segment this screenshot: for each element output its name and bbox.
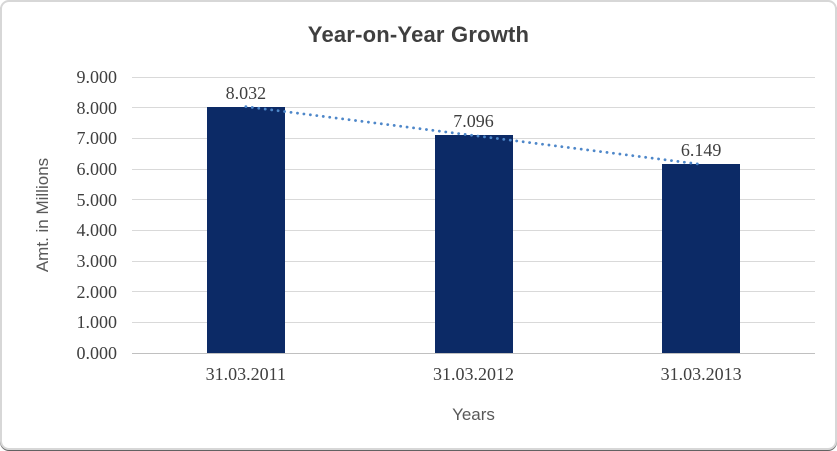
gridline <box>132 76 815 78</box>
x-axis-title: Years <box>452 405 495 424</box>
y-tick-label: 2.000 <box>76 281 118 302</box>
bar <box>206 106 285 353</box>
x-tick-label: 31.03.2011 <box>205 364 286 384</box>
x-tick-label: 31.03.2013 <box>660 364 742 384</box>
y-tick-label: 5.000 <box>76 189 118 210</box>
y-tick-label: 7.000 <box>76 128 118 149</box>
y-tick-label: 3.000 <box>76 251 118 271</box>
bar-value-label: 8.032 <box>225 82 267 103</box>
bar-value-label: 6.149 <box>680 140 722 161</box>
bar <box>434 135 513 353</box>
y-tick-label: 9.000 <box>76 67 118 87</box>
chart-title: Year-on-Year Growth <box>307 22 530 47</box>
y-tick-label: 1.000 <box>76 312 118 333</box>
plot-area: 8.032 7.096 6.149 <box>132 76 815 354</box>
y-tick-label: 4.000 <box>76 220 118 241</box>
bar-value-label: 7.096 <box>453 111 494 132</box>
bar <box>662 164 741 353</box>
y-tick-label: 8.000 <box>76 97 118 118</box>
x-axis-line <box>132 352 815 354</box>
y-tick-label: 0.000 <box>76 343 118 363</box>
y-tick-label: 6.000 <box>76 159 118 179</box>
x-tick-label: 31.03.2012 <box>433 364 514 384</box>
